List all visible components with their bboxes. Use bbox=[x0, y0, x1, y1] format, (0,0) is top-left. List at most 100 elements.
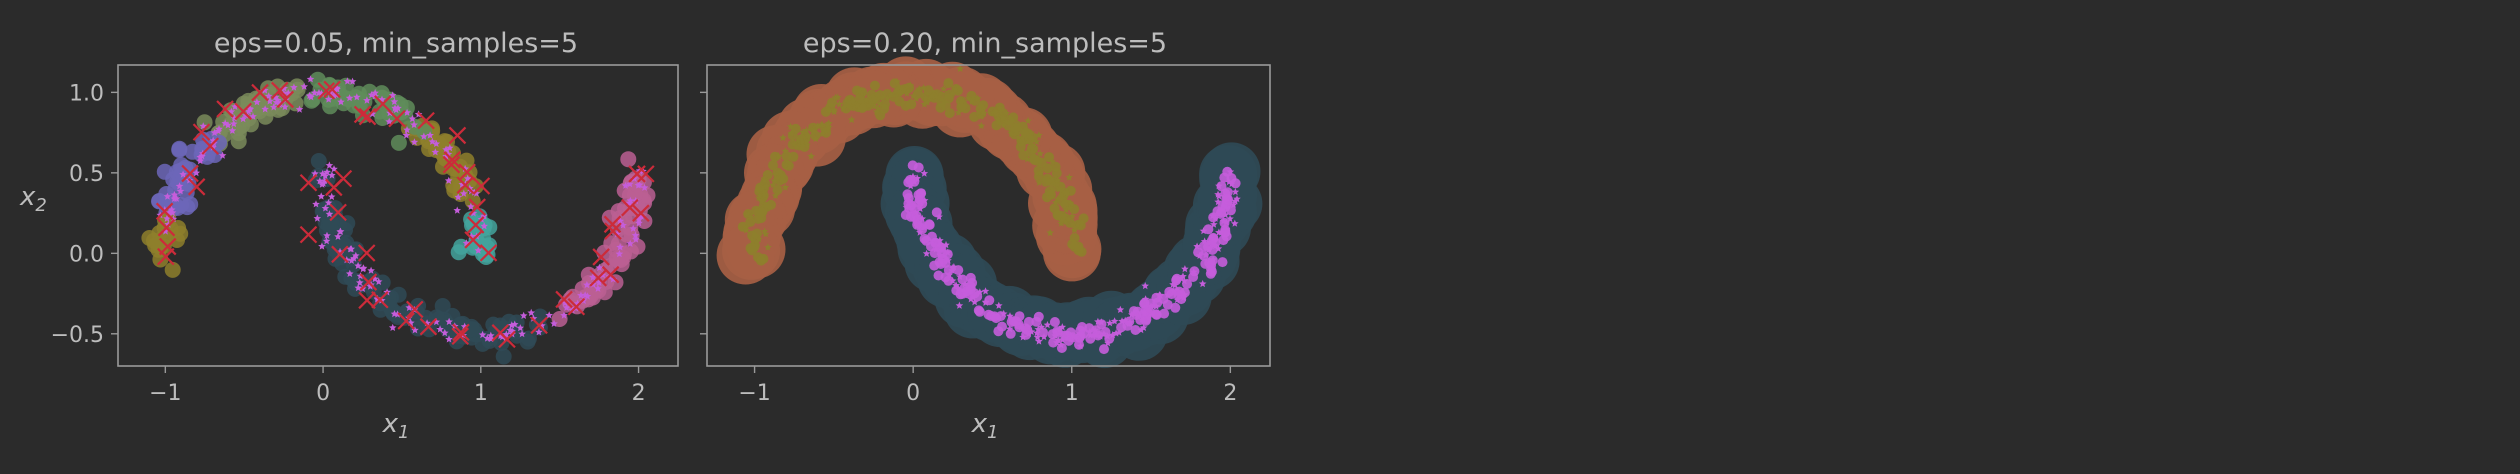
core-point bbox=[913, 212, 922, 220]
core-point bbox=[1055, 325, 1064, 334]
core-point bbox=[996, 104, 1004, 112]
core-point bbox=[1028, 143, 1036, 151]
core-point bbox=[1057, 341, 1065, 349]
core-point bbox=[215, 125, 223, 133]
core-point bbox=[411, 326, 419, 334]
core-point bbox=[535, 328, 543, 336]
core-point bbox=[870, 94, 879, 102]
core-point bbox=[902, 203, 911, 211]
anomaly-marker bbox=[270, 81, 289, 100]
cluster-core-lower bbox=[1151, 309, 1162, 320]
core-point bbox=[347, 256, 356, 264]
core-point bbox=[951, 85, 960, 93]
core-point bbox=[818, 120, 826, 128]
core-point bbox=[264, 92, 273, 100]
core-point bbox=[857, 89, 866, 97]
core-point bbox=[1053, 176, 1062, 184]
core-point bbox=[1126, 318, 1134, 326]
core-point bbox=[931, 241, 939, 249]
core-point bbox=[1116, 305, 1125, 313]
core-point bbox=[964, 94, 973, 102]
core-point bbox=[410, 120, 418, 129]
cluster-core-lower bbox=[953, 265, 964, 276]
anomaly-marker bbox=[604, 222, 622, 240]
core-point bbox=[228, 126, 237, 134]
core-point bbox=[1180, 290, 1189, 298]
core-point bbox=[420, 132, 428, 140]
core-point bbox=[1033, 328, 1041, 337]
core-point bbox=[1065, 173, 1074, 181]
core-point bbox=[770, 176, 779, 185]
core-point bbox=[321, 172, 329, 180]
core-point bbox=[771, 191, 780, 199]
anomaly-marker bbox=[299, 173, 318, 192]
cluster-point bbox=[609, 252, 626, 269]
core-point bbox=[813, 122, 822, 130]
core-point bbox=[1048, 157, 1057, 165]
x-tick-label-1: 1 bbox=[474, 381, 488, 406]
core-point bbox=[403, 108, 411, 116]
core-point bbox=[626, 239, 634, 247]
core-point bbox=[164, 220, 172, 228]
core-point bbox=[318, 180, 326, 188]
chart-title-1: eps=0.05, min_samples=5 bbox=[214, 28, 578, 59]
core-point bbox=[936, 251, 944, 259]
core-point bbox=[402, 131, 411, 139]
core-point bbox=[1233, 195, 1241, 203]
cluster-core-upper bbox=[991, 120, 1002, 131]
core-point bbox=[825, 105, 833, 114]
cluster-point bbox=[182, 196, 199, 213]
anomaly-marker bbox=[299, 225, 318, 244]
core-point bbox=[635, 215, 643, 223]
core-point bbox=[1048, 192, 1056, 200]
core-point bbox=[312, 200, 320, 208]
core-point bbox=[325, 210, 334, 218]
core-point bbox=[787, 129, 796, 137]
cluster-core-upper bbox=[827, 97, 837, 108]
core-point bbox=[833, 93, 842, 101]
core-point bbox=[922, 249, 931, 257]
anomaly-marker bbox=[192, 123, 211, 141]
core-point bbox=[527, 308, 535, 317]
core-point bbox=[337, 98, 345, 106]
core-point bbox=[176, 187, 185, 195]
core-point bbox=[781, 161, 790, 169]
core-point bbox=[968, 97, 976, 105]
cluster-core-lower bbox=[1130, 325, 1141, 335]
core-point bbox=[352, 251, 360, 259]
core-point bbox=[909, 92, 918, 100]
core-point bbox=[198, 152, 206, 160]
core-point bbox=[560, 311, 568, 319]
x-axis-label-1-sub: 1 bbox=[398, 422, 409, 443]
core-point bbox=[444, 176, 453, 184]
core-point bbox=[950, 263, 958, 271]
core-point bbox=[1133, 311, 1142, 319]
core-point bbox=[196, 153, 204, 161]
core-point bbox=[935, 212, 943, 221]
core-point bbox=[322, 237, 331, 245]
core-point bbox=[325, 161, 334, 169]
core-point bbox=[550, 319, 558, 327]
cluster-core-upper bbox=[900, 100, 911, 111]
core-point bbox=[977, 112, 985, 120]
core-point bbox=[1051, 331, 1059, 339]
core-point bbox=[893, 77, 901, 85]
core-point bbox=[167, 205, 176, 214]
core-point bbox=[779, 133, 787, 142]
core-point bbox=[920, 223, 928, 231]
core-point bbox=[1173, 285, 1181, 293]
core-point bbox=[743, 210, 751, 218]
core-point bbox=[1054, 336, 1062, 344]
anomaly-marker bbox=[357, 244, 376, 262]
cluster-core-lower bbox=[907, 160, 918, 171]
core-point bbox=[1222, 218, 1231, 226]
core-point bbox=[333, 85, 341, 93]
core-point bbox=[246, 105, 255, 113]
core-point bbox=[803, 137, 811, 145]
core-point bbox=[1211, 214, 1220, 222]
core-point bbox=[461, 164, 469, 173]
core-point bbox=[615, 250, 624, 258]
cluster-core-lower bbox=[921, 235, 932, 246]
core-point bbox=[367, 266, 375, 274]
core-point bbox=[1193, 242, 1201, 250]
